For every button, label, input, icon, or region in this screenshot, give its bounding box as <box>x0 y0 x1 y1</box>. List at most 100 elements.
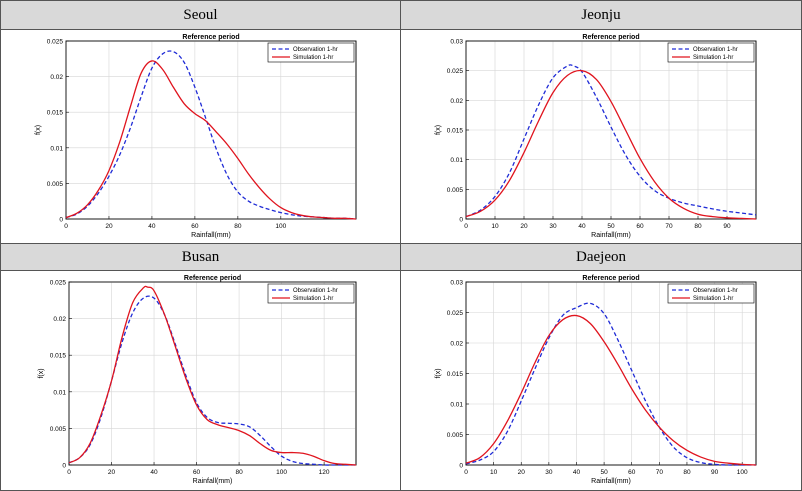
y-tick-label: 0.02 <box>450 341 463 348</box>
y-tick-label: 0 <box>59 217 63 224</box>
x-tick-label: 0 <box>464 223 468 230</box>
y-tick-label: 0.005 <box>447 432 464 439</box>
y-tick-label: 0.03 <box>450 280 463 287</box>
chart-seoul: Reference period 0 20 40 60 80 100 0 0.005 0.01 0.… <box>35 34 357 239</box>
x-tick-label: 40 <box>578 223 586 230</box>
plot-frame <box>68 281 357 466</box>
y-axis-label: f(x) <box>35 125 42 135</box>
x-tick-label: 10 <box>490 469 498 476</box>
legend-label: Simulation 1-hr <box>293 296 333 302</box>
series-line-simulation <box>65 60 357 220</box>
y-tick-label: 0 <box>459 217 463 224</box>
chart-daejeon: Reference period 0 10 20 30 40 50 60 70 80 90 100 0 0… <box>435 275 757 485</box>
x-tick-label: 70 <box>665 223 673 230</box>
y-tick-label: 0.005 <box>47 181 64 188</box>
chart-jeonju: Reference period 0 10 20 30 40 50 60 70 80 90 0 0.00… <box>435 34 757 239</box>
legend-label: Observation 1-hr <box>693 47 738 53</box>
x-tick-label: 0 <box>464 469 468 476</box>
legend-label: Observation 1-hr <box>293 288 338 294</box>
series-line-simulation <box>465 69 757 220</box>
x-tick-label: 40 <box>150 469 158 476</box>
legend-label: Observation 1-hr <box>693 288 738 294</box>
x-tick-label: 80 <box>683 469 691 476</box>
x-tick-label: 60 <box>628 469 636 476</box>
x-tick-label: 120 <box>319 469 330 476</box>
series-line-simulation <box>68 285 357 466</box>
chart-busan: Reference period 0 20 40 60 80 100 120 0 0.005 0.0… <box>38 275 357 485</box>
x-axis-label: Rainfall(mm) <box>191 232 231 239</box>
x-axis-label: Rainfall(mm) <box>591 232 631 239</box>
y-tick-label: 0 <box>62 463 66 470</box>
y-axis-label: f(x) <box>435 368 442 378</box>
x-tick-label: 100 <box>737 469 748 476</box>
plot-frame <box>65 40 357 220</box>
y-tick-label: 0.025 <box>47 39 64 46</box>
x-axis-label: Rainfall(mm) <box>193 478 233 485</box>
y-axis-label: f(x) <box>435 125 442 135</box>
y-tick-label: 0.03 <box>450 39 463 46</box>
x-tick-label: 10 <box>491 223 499 230</box>
y-tick-label: 0.025 <box>50 280 67 287</box>
plot-frame-border <box>465 40 757 220</box>
plot-frame-border <box>465 281 757 466</box>
legend-label: Observation 1-hr <box>293 47 338 53</box>
panel-header-daejeon: Daejeon <box>400 243 802 271</box>
y-tick-label: 0.01 <box>450 157 463 164</box>
chart-title: Reference period <box>582 34 639 41</box>
plot-frame-border <box>68 281 357 466</box>
x-axis-label: Rainfall(mm) <box>591 478 631 485</box>
x-tick-label: 70 <box>656 469 664 476</box>
x-tick-label: 20 <box>520 223 528 230</box>
x-tick-label: 40 <box>573 469 581 476</box>
x-tick-label: 100 <box>275 223 286 230</box>
x-tick-label: 60 <box>636 223 644 230</box>
x-tick-label: 90 <box>723 223 731 230</box>
y-tick-label: 0.02 <box>53 316 66 323</box>
y-tick-label: 0.025 <box>447 310 464 317</box>
y-axis-label: f(x) <box>38 368 45 378</box>
series-line-simulation <box>465 314 757 466</box>
x-tick-label: 40 <box>148 223 156 230</box>
y-tick-label: 0.015 <box>47 110 64 117</box>
y-tick-label: 0.015 <box>50 353 67 360</box>
x-tick-label: 80 <box>235 469 243 476</box>
legend-label: Simulation 1-hr <box>693 296 733 302</box>
plot-frame-border <box>65 40 357 220</box>
y-tick-label: 0.02 <box>450 98 463 105</box>
x-tick-label: 20 <box>105 223 113 230</box>
x-tick-label: 100 <box>276 469 287 476</box>
x-tick-label: 80 <box>694 223 702 230</box>
y-tick-label: 0.005 <box>447 187 464 194</box>
x-tick-label: 60 <box>191 223 199 230</box>
x-tick-label: 0 <box>64 223 68 230</box>
x-tick-label: 90 <box>711 469 719 476</box>
y-tick-label: 0.01 <box>53 389 66 396</box>
x-tick-label: 30 <box>545 469 553 476</box>
panel-header-busan: Busan <box>0 243 401 271</box>
chart-title: Reference period <box>184 275 241 282</box>
x-tick-label: 20 <box>518 469 526 476</box>
panel-header-seoul: Seoul <box>0 0 401 30</box>
panel-header-jeonju: Jeonju <box>400 0 802 30</box>
series-line-observation <box>465 64 757 218</box>
x-tick-label: 50 <box>600 469 608 476</box>
y-tick-label: 0.005 <box>50 426 67 433</box>
legend-label: Simulation 1-hr <box>293 55 333 61</box>
y-tick-label: 0.01 <box>50 145 63 152</box>
y-tick-label: 0.015 <box>447 128 464 135</box>
y-tick-label: 0.025 <box>447 68 464 75</box>
x-tick-label: 20 <box>108 469 116 476</box>
y-tick-label: 0.02 <box>50 74 63 81</box>
x-tick-label: 50 <box>607 223 615 230</box>
y-tick-label: 0 <box>459 463 463 470</box>
y-tick-label: 0.015 <box>447 371 464 378</box>
series-line-observation <box>68 295 356 466</box>
x-tick-label: 0 <box>67 469 71 476</box>
x-tick-label: 30 <box>549 223 557 230</box>
chart-title: Reference period <box>182 34 239 41</box>
legend-label: Simulation 1-hr <box>693 55 733 61</box>
x-tick-label: 80 <box>234 223 242 230</box>
x-tick-label: 60 <box>193 469 201 476</box>
y-tick-label: 0.01 <box>450 402 463 409</box>
